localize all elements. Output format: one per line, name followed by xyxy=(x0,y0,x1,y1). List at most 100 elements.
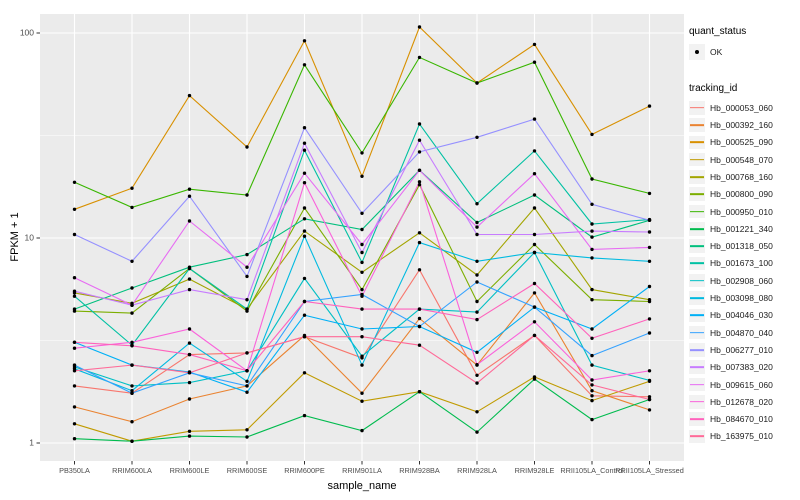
x-tick-label: RRIM600SE xyxy=(227,466,268,475)
data-point xyxy=(475,410,479,414)
data-point xyxy=(302,371,307,375)
data-point xyxy=(417,180,422,184)
data-point xyxy=(590,417,594,422)
data-point xyxy=(187,434,192,438)
data-point xyxy=(475,273,479,277)
data-point xyxy=(72,232,77,237)
legend-item-label: Hb_004046_030 xyxy=(710,310,773,321)
legend-item-ok: OK xyxy=(689,44,799,60)
legend-item-label: Hb_012678_020 xyxy=(710,396,773,407)
data-point xyxy=(245,428,249,432)
data-point xyxy=(475,220,479,225)
data-point xyxy=(475,135,479,139)
data-point xyxy=(187,327,192,331)
y-axis-title: FPKM + 1 xyxy=(9,212,21,262)
legend-item: Hb_000548_070 xyxy=(689,152,799,167)
data-point xyxy=(590,353,594,358)
legend-key-box xyxy=(689,44,705,60)
data-point xyxy=(245,379,249,383)
legend-item-label: Hb_084670_010 xyxy=(710,414,773,425)
data-point xyxy=(360,211,364,215)
data-point xyxy=(647,369,652,373)
data-point xyxy=(302,63,307,67)
legend-item-label: Hb_163975_010 xyxy=(710,431,773,442)
data-point xyxy=(532,149,537,153)
data-point xyxy=(245,274,249,279)
legend-item-label: Hb_000392_160 xyxy=(710,120,773,131)
data-point xyxy=(647,218,652,222)
data-point xyxy=(72,384,77,388)
data-point xyxy=(187,371,192,375)
y-tick-label: 100 xyxy=(20,28,34,38)
data-point xyxy=(130,420,134,424)
legend-color-swatch xyxy=(690,366,704,369)
legend-color-swatch xyxy=(690,331,704,334)
legend-item: Hb_004870_040 xyxy=(689,325,799,340)
data-point xyxy=(532,60,537,64)
data-point xyxy=(475,299,479,304)
legend-item-label: Hb_000053_060 xyxy=(710,102,773,113)
legend-color-swatch xyxy=(690,124,704,126)
data-point xyxy=(532,250,537,255)
legend-item: Hb_002908_060 xyxy=(689,273,799,288)
data-point xyxy=(532,305,537,309)
data-point xyxy=(590,229,594,233)
legend-key-box xyxy=(689,170,705,184)
data-point xyxy=(417,324,422,329)
data-point xyxy=(647,259,652,263)
data-point xyxy=(360,307,364,311)
legend-color-swatch xyxy=(690,262,704,265)
data-point xyxy=(130,384,134,388)
legend-item-label: Hb_007383_020 xyxy=(710,362,773,373)
data-point xyxy=(590,132,594,137)
black-point-icon xyxy=(695,50,699,54)
data-point xyxy=(360,335,364,339)
data-point xyxy=(187,187,192,191)
legend-key-box xyxy=(689,187,705,201)
data-point xyxy=(475,430,479,434)
legend-color-swatch xyxy=(690,314,704,317)
data-point xyxy=(130,389,134,393)
data-point xyxy=(245,265,249,269)
data-point xyxy=(360,327,364,331)
legend-key-box xyxy=(689,377,705,392)
legend-item-label: Hb_001221_340 xyxy=(710,223,773,234)
x-tick-label: RRII105LA_Stressed xyxy=(615,466,684,475)
data-point xyxy=(532,232,537,237)
data-point xyxy=(360,151,364,155)
x-tick-label: RRII105LA_Control xyxy=(560,466,624,475)
legend-color-swatch xyxy=(690,400,704,403)
data-point xyxy=(532,206,537,210)
legend-tracking-items: Hb_000053_060 Hb_000392_160 Hb_000525_090 H… xyxy=(689,101,799,444)
data-point xyxy=(187,380,192,385)
legend-color-swatch xyxy=(690,297,704,299)
legend-item: Hb_009615_060 xyxy=(689,377,799,392)
legend-key-box xyxy=(689,395,705,409)
data-point xyxy=(72,289,77,293)
data-point xyxy=(187,352,192,357)
data-point xyxy=(302,206,307,210)
data-point xyxy=(475,350,479,354)
legend-key-box xyxy=(689,152,705,167)
legend-item: Hb_000768_160 xyxy=(689,170,799,184)
data-point xyxy=(302,171,307,175)
data-point xyxy=(130,186,134,190)
data-point xyxy=(302,181,307,185)
data-point xyxy=(360,260,364,265)
data-point xyxy=(647,230,652,234)
data-point xyxy=(360,399,364,403)
legend-spacer xyxy=(689,73,799,83)
x-tick-label: RRIM928BA xyxy=(399,466,440,475)
data-point xyxy=(72,276,77,280)
legend-color-swatch xyxy=(690,158,704,161)
data-point xyxy=(72,307,77,311)
data-point xyxy=(302,313,307,317)
data-point xyxy=(130,311,134,315)
legend-item: Hb_006277_010 xyxy=(689,343,799,357)
data-point xyxy=(72,363,77,367)
legend-item: Hb_001673_100 xyxy=(689,256,799,271)
data-point xyxy=(417,240,422,245)
legend-item-label: Hb_006277_010 xyxy=(710,344,773,355)
